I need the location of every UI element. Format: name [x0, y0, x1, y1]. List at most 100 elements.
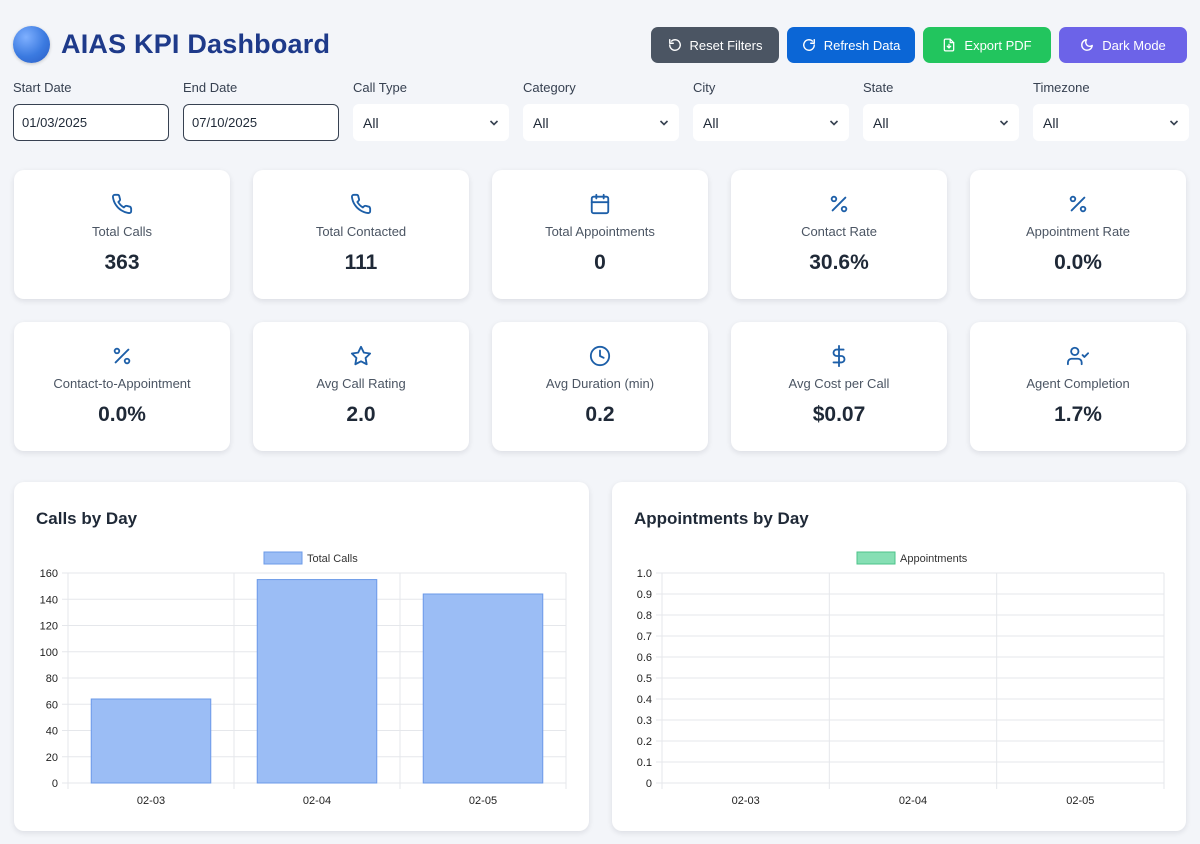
calls-by-day-title: Calls by Day: [36, 509, 138, 528]
y-tick-label: 140: [40, 594, 58, 606]
kpi-label: Appointment Rate: [1025, 224, 1131, 239]
kpi-label: Avg Duration (min): [545, 376, 655, 391]
chevron-down-icon: [659, 119, 669, 126]
y-tick-label: 40: [46, 726, 58, 738]
call-type-filter: Call Type All: [353, 80, 509, 141]
kpi-label: Contact Rate: [801, 224, 877, 239]
y-tick-label: 1.0: [637, 568, 652, 580]
kpi-card: Total Contacted 111: [253, 170, 469, 299]
y-tick-label: 0: [52, 778, 58, 790]
timezone-filter: Timezone All: [1033, 80, 1189, 141]
kpi-label: Contact-to-Appointment: [53, 376, 191, 391]
city-filter: City All: [693, 80, 849, 141]
category-select[interactable]: All: [523, 104, 679, 141]
reset-filters-label: Reset Filters: [689, 37, 763, 53]
x-tick-label: 02-05: [469, 795, 497, 807]
x-tick-label: 02-04: [899, 795, 927, 807]
chevron-down-icon: [999, 119, 1009, 126]
y-tick-label: 0.6: [637, 652, 652, 664]
appointments-by-day-chart: 0 0.1 0.2 0.3 0.4 0.5 0.6 0.7 0.8 0.9 1.0 02-03 02-0…: [637, 551, 1165, 807]
kpi-card: Agent Completion 1.7%: [970, 322, 1186, 451]
city-label: City: [693, 80, 716, 95]
end-date-filter: End Date 07/10/2025: [183, 80, 339, 141]
export-pdf-button[interactable]: Export PDF: [923, 27, 1051, 63]
legend-swatch: [856, 551, 896, 565]
chevron-down-icon: [489, 119, 499, 126]
category-filter: Category All: [523, 80, 679, 141]
refresh-data-button[interactable]: Refresh Data: [787, 27, 915, 63]
dark-mode-label: Dark Mode: [1102, 37, 1166, 53]
y-tick-label: 0.1: [637, 757, 652, 769]
kpi-label: Avg Call Rating: [316, 376, 406, 391]
reset-icon: [668, 39, 681, 51]
kpi-card: Appointment Rate 0.0%: [970, 170, 1186, 299]
y-tick-label: 0.2: [637, 736, 652, 748]
refresh-icon: [802, 39, 815, 51]
state-label: State: [863, 80, 894, 95]
state-filter: State All: [863, 80, 1019, 141]
calls-by-day-card: 0 20 40 60 80 100 120 140 160 02-03 02-04 02-05 Tota…: [14, 482, 589, 831]
phone-icon: [111, 193, 133, 215]
legend-label: Appointments: [900, 553, 968, 565]
x-tick-label: 02-04: [303, 795, 331, 807]
kpi-label: Avg Cost per Call: [788, 376, 890, 391]
kpi-value: 0.0%: [1054, 251, 1102, 274]
file-download-icon: [944, 38, 955, 52]
call-type-value: All: [363, 114, 379, 131]
calls-bar[interactable]: [256, 579, 378, 784]
calls-by-day-chart: 0 20 40 60 80 100 120 140 160 02-03 02-04 02-05 Tota…: [40, 551, 567, 807]
percent-icon: [828, 193, 850, 215]
kpi-label: Total Calls: [92, 224, 152, 239]
x-tick-label: 02-03: [732, 795, 760, 807]
logo: [13, 26, 50, 63]
toolbar: Reset Filters Refresh Data Export PDF Da…: [651, 27, 1187, 63]
calendar-icon: [589, 193, 611, 215]
y-tick-label: 0.8: [637, 610, 652, 622]
y-tick-label: 0.4: [637, 694, 652, 706]
kpi-value: 0: [594, 251, 606, 274]
start-date-label: Start Date: [13, 80, 72, 95]
percent-icon: [1067, 193, 1089, 215]
start-date-input[interactable]: 01/03/2025: [13, 104, 169, 141]
y-tick-label: 0: [646, 778, 652, 790]
kpi-value: $0.07: [812, 403, 866, 426]
reset-filters-button[interactable]: Reset Filters: [651, 27, 779, 63]
city-select[interactable]: All: [693, 104, 849, 141]
x-tick-label: 02-05: [1066, 795, 1094, 807]
phone-icon: [350, 193, 372, 215]
star-icon: [350, 345, 372, 367]
user-check-icon: [1067, 345, 1089, 367]
x-tick-label: 02-03: [137, 795, 165, 807]
y-tick-label: 80: [46, 673, 58, 685]
timezone-select[interactable]: All: [1033, 104, 1189, 141]
filter-bar: Start Date 01/03/2025 End Date 07/10/202…: [13, 80, 1189, 141]
timezone-label: Timezone: [1033, 80, 1090, 95]
kpi-label: Total Contacted: [315, 224, 407, 239]
kpi-grid: Total Calls 363 Total Contacted 111 Total Ap…: [14, 170, 1186, 451]
state-select[interactable]: All: [863, 104, 1019, 141]
dark-mode-button[interactable]: Dark Mode: [1059, 27, 1187, 63]
legend-label: Total Calls: [307, 553, 358, 565]
kpi-value: 30.6%: [809, 251, 869, 274]
calls-bar[interactable]: [90, 698, 212, 784]
end-date-input[interactable]: 07/10/2025: [183, 104, 339, 141]
y-tick-label: 0.5: [637, 673, 652, 685]
legend-swatch: [263, 551, 303, 565]
kpi-value: 1.7%: [1054, 403, 1102, 426]
calls-bar[interactable]: [422, 593, 544, 784]
kpi-value: 0.0%: [98, 403, 146, 426]
kpi-value: 111: [344, 251, 378, 274]
kpi-value: 363: [104, 251, 140, 274]
y-tick-label: 160: [40, 568, 58, 580]
kpi-card: Total Appointments 0: [492, 170, 708, 299]
kpi-value: 0.2: [585, 403, 615, 426]
moon-icon: [1081, 39, 1094, 51]
timezone-value: All: [1043, 114, 1059, 131]
y-tick-label: 60: [46, 699, 58, 711]
chevron-down-icon: [1169, 119, 1179, 126]
call-type-select[interactable]: All: [353, 104, 509, 141]
kpi-card: Contact Rate 30.6%: [731, 170, 947, 299]
clock-icon: [589, 345, 611, 367]
category-label: Category: [523, 80, 576, 95]
y-tick-label: 100: [40, 647, 58, 659]
